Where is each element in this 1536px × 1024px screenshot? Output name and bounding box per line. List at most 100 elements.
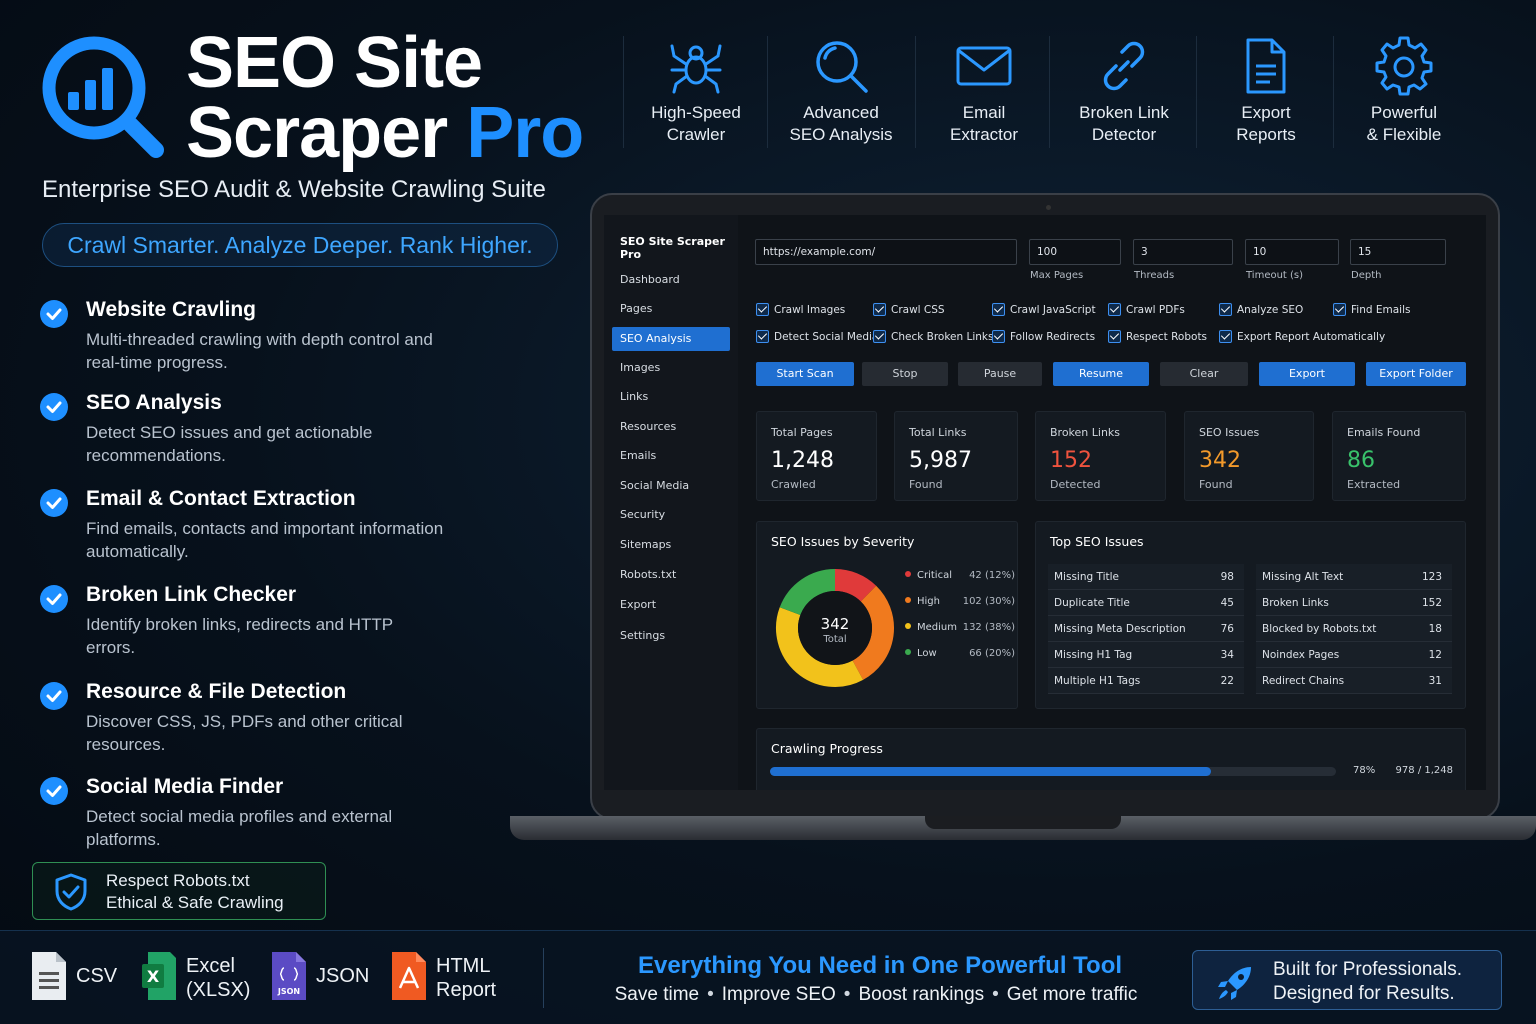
json-file-icon: JSON <box>272 952 306 1000</box>
checkbox-find-emails[interactable]: Find Emails <box>1333 303 1410 317</box>
json-badge-text: JSON <box>277 987 300 996</box>
csv-file-icon <box>32 952 66 1000</box>
issue-count: 12 <box>1428 649 1442 661</box>
sidebar-item-export[interactable]: Export <box>620 598 657 611</box>
pause-button[interactable]: Pause <box>958 362 1042 386</box>
checkbox-label: Export Report Automatically <box>1237 331 1386 343</box>
issue-name: Broken Links <box>1262 597 1329 609</box>
depth-label: Depth <box>1351 270 1382 281</box>
bottom-headline: Everything You Need in One Powerful Tool <box>637 952 1123 979</box>
sidebar-item-images[interactable]: Images <box>620 361 661 374</box>
feature-title: Resource & File Detection <box>86 680 347 703</box>
format-label: HTML <box>436 955 491 977</box>
spider-icon <box>670 44 722 94</box>
top-feature-flexible: Powerful & Flexible <box>1334 36 1474 146</box>
legend-dot <box>905 597 911 603</box>
max-pages-input[interactable]: 100 <box>1029 239 1121 265</box>
title-scraper: Scraper <box>186 93 448 173</box>
start-scan-button[interactable]: Start Scan <box>756 362 854 386</box>
stat-title: Broken Links <box>1050 426 1121 439</box>
sidebar-item-sitemaps[interactable]: Sitemaps <box>620 538 672 551</box>
sidebar-item-pages[interactable]: Pages <box>620 302 653 315</box>
checkbox-crawl-pdfs[interactable]: Crawl PDFs <box>1108 303 1185 317</box>
camera-dot <box>1046 205 1051 210</box>
robots-badge-line1: Respect Robots.txt <box>106 871 250 890</box>
pro-line2: Designed for Results. <box>1273 983 1455 1004</box>
bullet-separator: • <box>843 984 851 1005</box>
stop-button[interactable]: Stop <box>862 362 948 386</box>
resume-button[interactable]: Resume <box>1053 362 1149 386</box>
benefit: Get more traffic <box>1006 984 1138 1005</box>
title-pro: Pro <box>466 93 584 173</box>
checkbox-respect-robots[interactable]: Respect Robots <box>1108 330 1207 344</box>
product-subtitle: Enterprise SEO Audit & Website Crawling … <box>42 176 546 203</box>
donut-slice-high <box>852 585 894 680</box>
stat-card-broken-links: Broken Links 152 Detected <box>1035 411 1166 501</box>
check-circle-icon <box>40 682 68 710</box>
checkbox-analyze-seo[interactable]: Analyze SEO <box>1219 303 1303 317</box>
issue-count: 123 <box>1421 571 1442 583</box>
checkbox-crawl-css[interactable]: Crawl CSS <box>873 303 945 317</box>
top-feature-label: Advanced <box>803 103 879 122</box>
sidebar-item-settings[interactable]: Settings <box>620 629 666 642</box>
stat-title: SEO Issues <box>1199 426 1260 439</box>
stat-sub: Detected <box>1050 478 1101 491</box>
feature-desc: Multi-threaded crawling with depth contr… <box>86 330 433 372</box>
issue-count: 152 <box>1421 597 1442 609</box>
robots-badge-line2: Ethical & Safe Crawling <box>106 893 284 912</box>
legend-low: Low 66 (20%) <box>905 648 1015 662</box>
checkbox-check-broken-links[interactable]: Check Broken Links <box>873 330 993 344</box>
gear-icon <box>1375 36 1433 96</box>
sidebar-item-robots[interactable]: Robots.txt <box>620 568 677 581</box>
format-label: (XLSX) <box>186 979 251 1001</box>
threads-input[interactable]: 3 <box>1133 239 1233 265</box>
url-input[interactable]: https://example.com/ <box>755 239 1017 265</box>
table-row: Multiple H1 Tags 22 <box>1048 668 1244 694</box>
export-button[interactable]: Export <box>1259 362 1355 386</box>
clear-button[interactable]: Clear <box>1160 362 1248 386</box>
bottom-benefits: Save time • Improve SEO • Boost rankings • Get… <box>580 984 1172 1006</box>
logo-magnifier-chart-icon <box>38 32 168 162</box>
feature-title: Broken Link Checker <box>86 583 297 606</box>
legend-dot <box>905 623 911 629</box>
issue-count: 22 <box>1220 675 1234 687</box>
top-feature-label: Export <box>1241 103 1291 122</box>
divider <box>543 948 544 1008</box>
severity-panel: SEO Issues by Severity 342 Total Critica… <box>756 521 1018 709</box>
legend-dot <box>905 571 911 577</box>
export-folder-button[interactable]: Export Folder <box>1366 362 1466 386</box>
product-title-line1: SEO Site <box>186 23 483 103</box>
sidebar-item-seo-analysis[interactable]: SEO Analysis <box>612 327 730 351</box>
donut-slice-low <box>779 569 836 616</box>
checkbox-export-report-automatically[interactable]: Export Report Automatically <box>1219 330 1385 344</box>
benefit: Save time <box>614 984 700 1005</box>
divider <box>915 36 916 148</box>
checkbox-crawl-javascript[interactable]: Crawl JavaScript <box>992 303 1096 317</box>
sidebar-item-social-media[interactable]: Social Media <box>620 479 690 492</box>
legend-value: 132 (38%) <box>962 622 1015 633</box>
magnifier-icon <box>816 41 868 93</box>
timeout-input[interactable]: 10 <box>1245 239 1339 265</box>
checkbox-crawl-images[interactable]: Crawl Images <box>756 303 845 317</box>
sidebar-item-links[interactable]: Links <box>620 390 649 403</box>
sidebar-item-security[interactable]: Security <box>620 508 666 521</box>
donut-total-label: Total <box>823 634 847 645</box>
top-feature-label: Powerful <box>1370 103 1438 122</box>
sidebar-item-dashboard[interactable]: Dashboard <box>620 273 680 286</box>
sidebar-item-emails[interactable]: Emails <box>620 449 657 462</box>
checkbox-checked-icon <box>1108 303 1121 316</box>
severity-title: SEO Issues by Severity <box>771 534 915 549</box>
sidebar-item-resources[interactable]: Resources <box>620 420 677 433</box>
top-issues-table-left: Missing Title 98 Duplicate Title 45 Missin… <box>1048 564 1244 694</box>
robots-badge: Respect Robots.txt Ethical & Safe Crawli… <box>32 862 326 920</box>
legend-value: 42 (12%) <box>969 570 1015 581</box>
checkbox-follow-redirects[interactable]: Follow Redirects <box>992 330 1095 344</box>
top-feature-broken-link: Broken Link Detector <box>1054 36 1194 146</box>
issue-count: 76 <box>1220 623 1234 635</box>
depth-input[interactable]: 15 <box>1350 239 1446 265</box>
checkbox-detect-social-media[interactable]: Detect Social Media <box>756 330 878 344</box>
laptop-notch <box>925 816 1121 829</box>
check-circle-icon <box>40 585 68 613</box>
top-feature-label: & Flexible <box>1366 125 1442 144</box>
legend-name: High <box>917 596 940 607</box>
